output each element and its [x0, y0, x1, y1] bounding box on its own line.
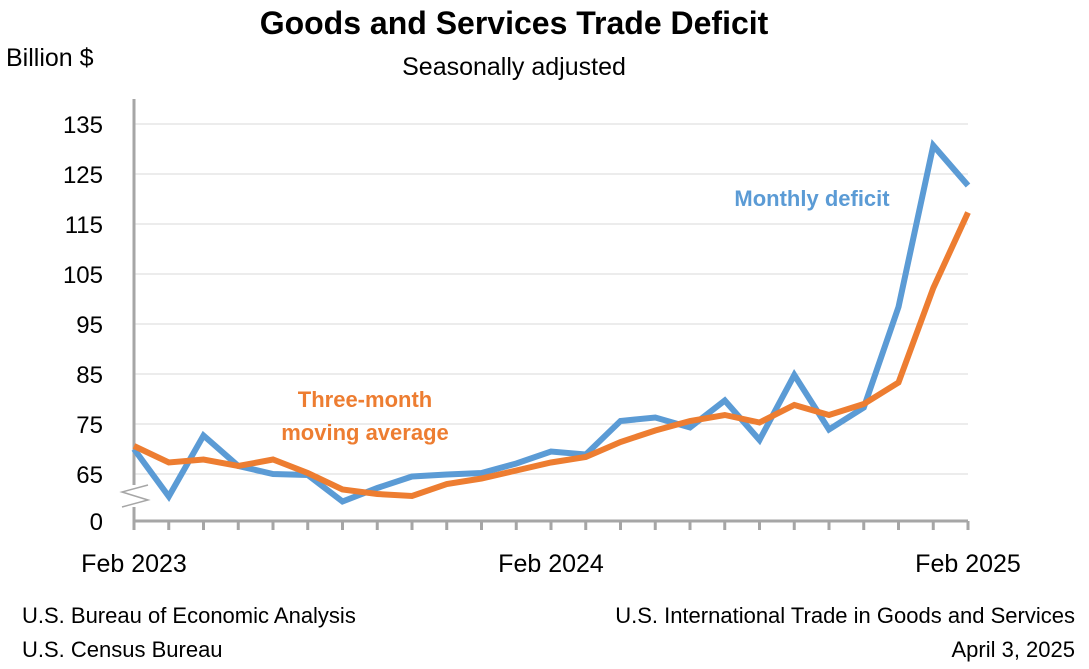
axis-break-marker	[119, 484, 151, 508]
y-tick-label: 95	[76, 312, 103, 339]
y-tick-label: 125	[63, 162, 103, 189]
x-tick-label: Feb 2025	[915, 550, 1021, 578]
moving-average-label-line2: moving average	[281, 420, 449, 445]
chart-title: Goods and Services Trade Deficit	[260, 5, 769, 41]
y-tick-label: 0	[90, 509, 103, 536]
gridlines	[134, 123, 968, 475]
series-lines	[131, 138, 971, 505]
chart-subtitle: Seasonally adjusted	[402, 53, 626, 81]
x-tick-label: Feb 2023	[81, 550, 187, 578]
axes	[119, 99, 970, 530]
y-tick-label: 75	[76, 412, 103, 439]
y-tick-label: 85	[76, 362, 103, 389]
y-tick-label: 135	[63, 112, 103, 139]
y-tick-labels: 135 125 115 105 95 85 75 65 0	[63, 112, 103, 536]
y-axis-label: Billion $	[6, 44, 94, 72]
y-tick-label: 65	[76, 462, 103, 489]
moving-average-label-line1: Three-month	[298, 387, 432, 412]
footer-release-date: April 3, 2025	[951, 637, 1075, 662]
x-tick-label: Feb 2024	[498, 550, 604, 578]
footer-report-title: U.S. International Trade in Goods and Se…	[615, 603, 1075, 628]
x-tick-labels: Feb 2023 Feb 2024 Feb 2025	[81, 550, 1021, 578]
footer-source-census: U.S. Census Bureau	[22, 637, 223, 662]
y-tick-label: 105	[63, 262, 103, 289]
footer-source-bea: U.S. Bureau of Economic Analysis	[22, 603, 356, 628]
y-tick-label: 115	[65, 212, 103, 239]
series-three-month-average	[132, 211, 971, 500]
monthly-deficit-label: Monthly deficit	[734, 186, 890, 211]
